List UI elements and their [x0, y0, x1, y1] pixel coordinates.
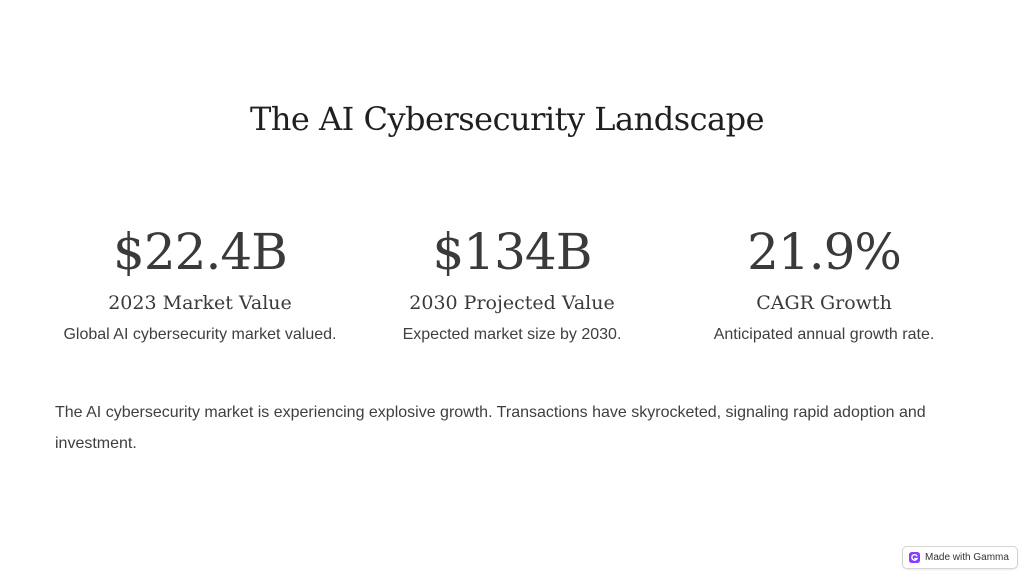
slide-body-text: The AI cybersecurity market is experienc… [55, 404, 926, 452]
stat-projected-value-2030: $134B 2030 Projected Value Expected mark… [356, 220, 668, 346]
badge-label: Made with Gamma [925, 552, 1009, 563]
stat-description: Global AI cybersecurity market valued. [63, 326, 337, 343]
gamma-logo-icon [909, 552, 920, 563]
stat-label: 2023 Market Value [108, 292, 292, 314]
stat-description: Expected market size by 2030. [402, 326, 622, 343]
stat-description: Anticipated annual growth rate. [713, 326, 935, 343]
stat-label: CAGR Growth [756, 292, 892, 314]
stats-row: $22.4B 2023 Market Value Global AI cyber… [44, 220, 980, 346]
stat-cagr-growth: 21.9% CAGR Growth Anticipated annual gro… [668, 220, 980, 346]
made-with-gamma-badge[interactable]: Made with Gamma [902, 546, 1018, 569]
stat-label: 2030 Projected Value [409, 292, 615, 314]
stat-value: $22.4B [113, 223, 288, 281]
stat-value: $134B [432, 223, 593, 281]
slide-title: The AI Cybersecurity Landscape [249, 100, 765, 138]
stat-market-value-2023: $22.4B 2023 Market Value Global AI cyber… [44, 220, 356, 346]
stat-value: 21.9% [747, 223, 902, 281]
